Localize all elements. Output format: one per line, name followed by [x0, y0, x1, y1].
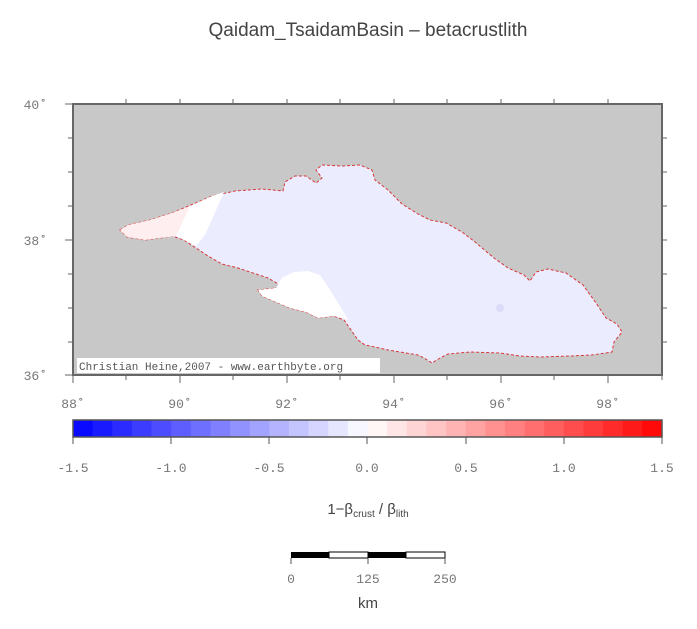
colorbar-cell [347, 420, 368, 437]
colorbar-cell [367, 420, 388, 437]
colorbar-cell [171, 420, 192, 437]
colorbar-cells [73, 420, 663, 437]
colorbar-cell [190, 420, 211, 437]
scale-bar-segment-2 [328, 551, 369, 559]
colorbar-ticks [72, 437, 663, 444]
scale-label-125: 125 [356, 572, 379, 587]
lon-label-94: 94˚ [382, 397, 405, 412]
basin-area [119, 164, 623, 364]
colorbar-cell [73, 420, 94, 437]
colorbar-tick-label: 0.0 [355, 461, 378, 476]
lon-label-92: 92˚ [275, 397, 298, 412]
colorbar: -1.5 -1.0 -0.5 0.0 0.5 1.0 1.5 1−βcrust … [57, 419, 674, 520]
scale-label-250: 250 [433, 572, 456, 587]
scale-label-0: 0 [287, 572, 295, 587]
colorbar-cell [308, 420, 329, 437]
credit-box [77, 358, 380, 373]
colorbar-tick-label: 0.5 [454, 461, 477, 476]
colorbar-cell [622, 420, 643, 437]
colorbar-cell [406, 420, 427, 437]
colorbar-cell [151, 420, 172, 437]
lon-label-98: 98˚ [596, 397, 619, 412]
colorbar-cell [387, 420, 408, 437]
colorbar-cell [112, 420, 133, 437]
scale-bar-segment-1 [291, 552, 329, 558]
lat-label-36: 36˚ [24, 369, 47, 384]
scale-unit: km [358, 595, 378, 612]
colorbar-label: 1−βcrust / βlith [327, 501, 408, 520]
lon-label-90: 90˚ [168, 397, 191, 412]
colorbar-tick-label: 1.5 [650, 461, 673, 476]
colorbar-cell [288, 420, 309, 437]
colorbar-cell [544, 420, 565, 437]
colorbar-cell [563, 420, 584, 437]
colorbar-label-sub1: crust [353, 509, 375, 520]
colorbar-cell [328, 420, 349, 437]
figure-title: Qaidam_TsaidamBasin – betacrustlith [209, 20, 528, 41]
colorbar-cell [642, 420, 663, 437]
map-tick-marks [65, 99, 667, 383]
colorbar-cell [249, 420, 270, 437]
colorbar-cell [524, 420, 545, 437]
colorbar-tick-label: -0.5 [253, 461, 284, 476]
basin-point-marker [496, 304, 504, 312]
colorbar-tick-label: 1.0 [552, 461, 575, 476]
colorbar-cell [426, 420, 447, 437]
colorbar-cell [465, 420, 486, 437]
colorbar-label-mid: / β [375, 501, 397, 518]
colorbar-cell [504, 420, 525, 437]
colorbar-cell [269, 420, 290, 437]
colorbar-cell [446, 420, 467, 437]
basin-white-wedge-west [176, 192, 224, 246]
lon-label-96: 96˚ [489, 397, 512, 412]
scale-bar-segment-3 [368, 552, 406, 558]
colorbar-label-sub2: lith [396, 509, 409, 520]
scale-bar-ticks [290, 558, 446, 564]
colorbar-label-main: 1−β [327, 501, 353, 518]
colorbar-tick-label: -1.0 [155, 461, 186, 476]
colorbar-cell [603, 420, 624, 437]
colorbar-cell [230, 420, 251, 437]
credit-text: Christian Heine,2007 - www.earthbyte.org [79, 362, 343, 374]
map-panel: 40˚ 38˚ 36˚ 88˚ 90˚ 92˚ 94˚ 96˚ 98˚ Chri… [24, 98, 667, 412]
colorbar-cell [583, 420, 604, 437]
lat-label-38: 38˚ [24, 234, 47, 249]
lon-label-88: 88˚ [61, 397, 84, 412]
basin-west-tip [120, 206, 190, 240]
scale-bar-segment-4 [405, 551, 446, 559]
colorbar-cell [131, 420, 152, 437]
scale-bar: 0 125 250 km [287, 551, 457, 612]
colorbar-tick-label: -1.5 [57, 461, 88, 476]
colorbar-cell [485, 420, 506, 437]
lat-label-40: 40˚ [24, 98, 47, 113]
basin-white-lobe-south [258, 271, 348, 320]
colorbar-cell [210, 420, 231, 437]
colorbar-cell [92, 420, 113, 437]
